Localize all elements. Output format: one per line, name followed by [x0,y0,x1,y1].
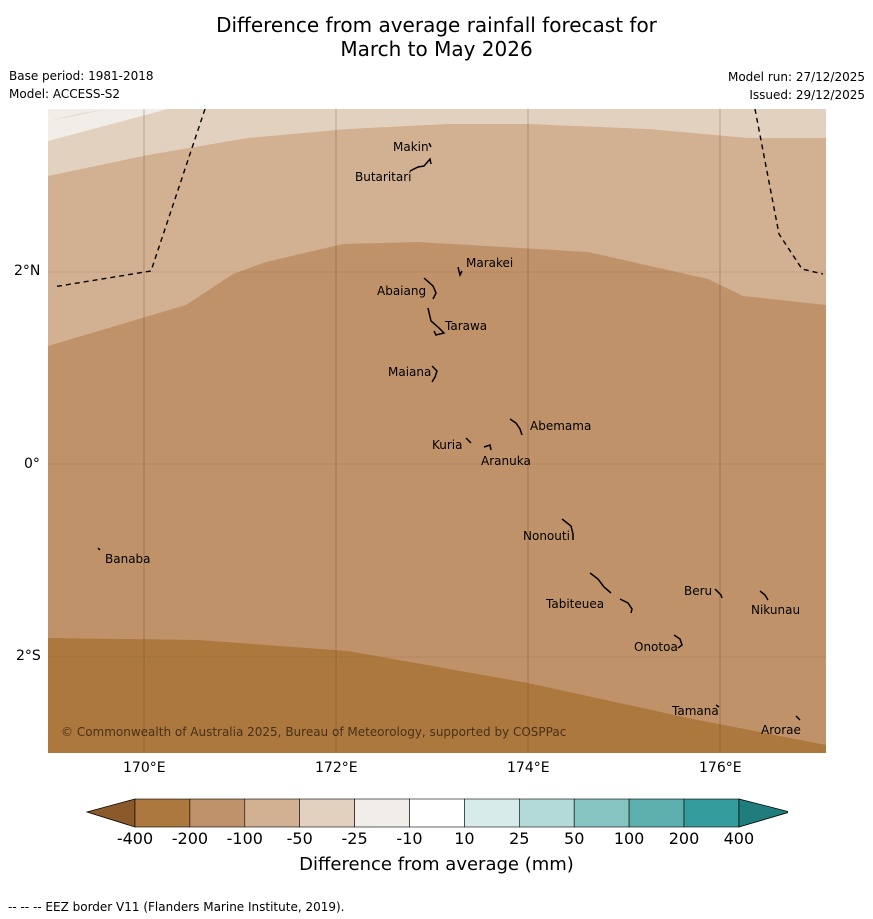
base-period: Base period: 1981-2018 [9,69,154,83]
colorbar-tick-label: -200 [171,829,209,848]
lon-label-172e: 172°E [315,760,358,776]
band-25-50 [48,109,826,176]
label-makin: Makin [393,140,429,154]
band-50-100 [48,109,826,346]
colorbar-cell [134,798,191,828]
island-makin [428,142,432,148]
label-nikunau: Nikunau [751,603,800,617]
label-butaritari: Butaritari [355,170,412,184]
label-onotoa: Onotoa [634,640,678,654]
label-tabiteuea: Tabiteuea [545,597,604,611]
colorbar-cell [518,798,575,828]
island-tarawa [427,307,446,336]
island-banaba [97,547,101,551]
island-aranuka [483,444,492,451]
lon-label-174e: 174°E [507,760,550,776]
colorbar-cell [299,798,355,828]
colorbar-tick-label: 100 [613,829,645,848]
island-kuria [465,437,472,444]
colorbar-tick-label: -50 [286,829,313,848]
island-nikunau [759,590,769,601]
colorbar-cell [683,798,740,828]
islands [97,142,801,721]
colorbar-tick-label: 50 [564,829,585,848]
island-onotoa [673,634,683,649]
island-tabiteuea-north [589,572,612,594]
model-name: Model: ACCESS-S2 [9,87,121,101]
band-10-25 [48,109,168,141]
colorbar-cell [354,798,410,828]
colorbar-cell [628,798,685,828]
lon-label-170e: 170°E [123,760,166,776]
label-maiana: Maiana [388,365,431,379]
colorbar-cell [464,798,520,828]
colorbar [86,798,788,828]
rainfall-map: Makin Butaritari Marakei Abaiang Tarawa … [48,109,826,753]
island-tamana [715,704,720,708]
eez-border [52,109,824,288]
colorbar-extend-low [86,798,136,828]
map-title-line-1: Difference from average rainfall forecas… [216,13,657,37]
colorbar-cell [409,798,465,828]
colorbar-tick-label: -10 [396,829,423,848]
island-marakei [457,266,463,278]
colorbar-tick-label: 200 [668,829,700,848]
map-title-line-2: March to May 2026 [340,37,533,61]
issued-date: Issued: 29/12/2025 [749,88,865,102]
island-tabiteuea-south [619,598,633,614]
label-marakei: Marakei [466,256,513,270]
label-tarawa: Tarawa [444,319,487,333]
island-butaritari [409,157,432,172]
island-abemama [509,418,523,436]
colorbar-cell [573,798,630,828]
colorbar-title: Difference from average (mm) [299,854,574,875]
lon-label-176e: 176°E [699,760,742,776]
island-abaiang [423,277,437,300]
label-abaiang: Abaiang [377,284,426,298]
colorbar-tick-label: -25 [341,829,368,848]
copyright-notice: © Commonwealth of Australia 2025, Bureau… [61,725,566,739]
colorbar-tick-label: 400 [723,829,755,848]
colorbar-tick-label: -400 [116,829,154,848]
colorbar-extend-high [738,798,788,828]
label-beru: Beru [684,584,712,598]
label-tamana: Tamana [671,704,719,718]
label-banaba: Banaba [105,552,151,566]
label-nonouti: Nonouti [523,529,570,543]
colorbar-cell [244,798,301,828]
label-aranuka: Aranuka [481,454,531,468]
island-nonouti [561,518,574,540]
label-abemama: Abemama [530,419,591,433]
eez-footer-note: -- -- -- EEZ border V11 (Flanders Marine… [8,900,345,914]
island-beru [714,588,723,599]
lat-label-0: 0° [24,456,40,472]
model-run-date: Model run: 27/12/2025 [727,70,865,84]
island-maiana [431,365,438,383]
colorbar-tick-label: 10 [454,829,475,848]
band-200-400 [48,638,826,753]
label-arorae: Arorae [761,723,801,737]
graticule [48,109,826,753]
lat-label-2s: 2°S [16,648,41,664]
colorbar-cell [189,798,246,828]
island-arorae [795,715,801,721]
lat-label-2n: 2°N [14,263,41,279]
label-kuria: Kuria [432,438,463,452]
colorbar-tick-label: -100 [226,829,263,848]
colorbar-tick-label: 25 [509,829,530,848]
